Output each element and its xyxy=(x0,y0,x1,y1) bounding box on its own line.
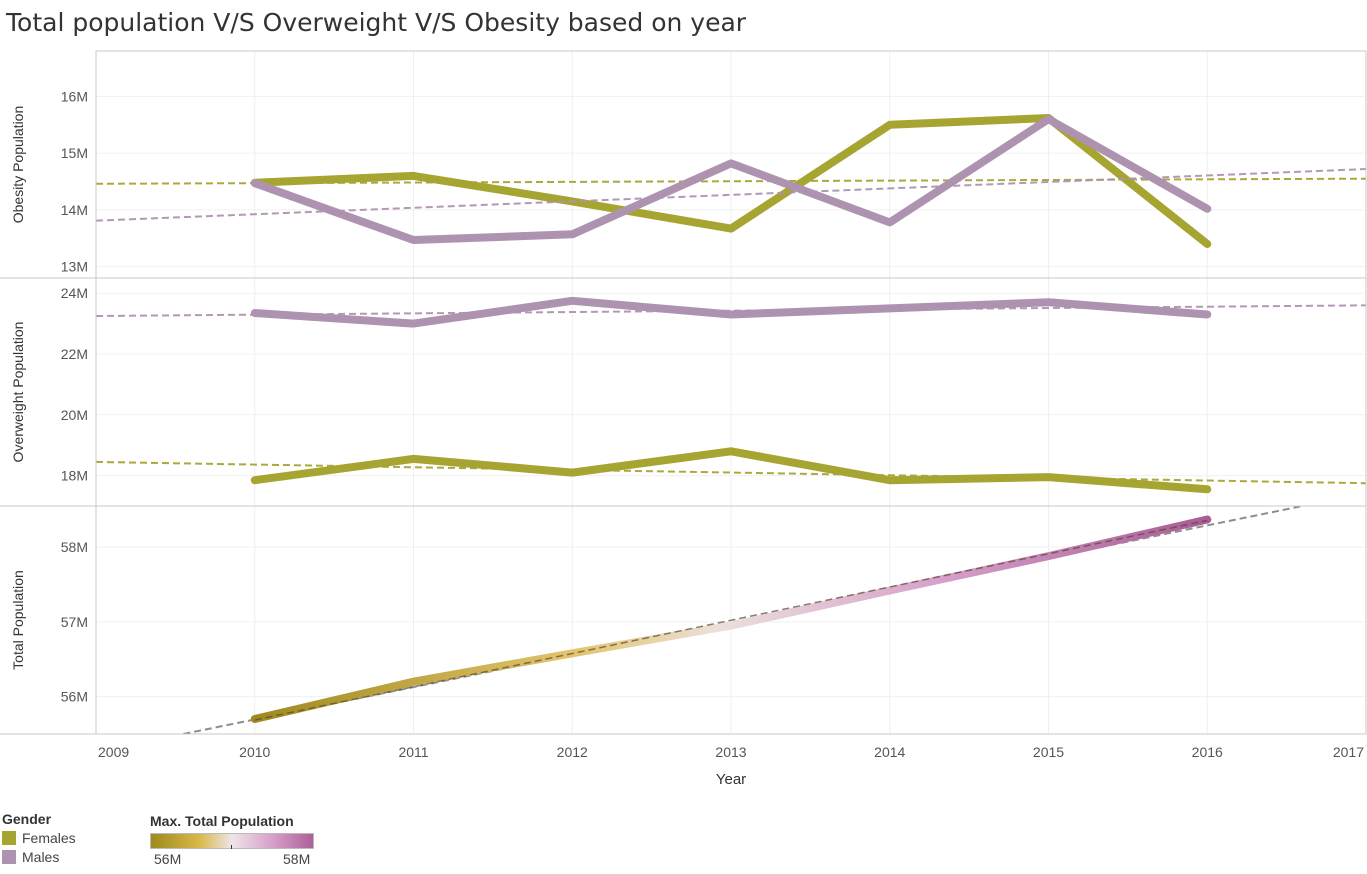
trend-line-total-inner xyxy=(254,519,1208,721)
data-point-overweight-males xyxy=(730,313,733,316)
data-point-obesity-males xyxy=(1047,118,1050,121)
x-tick-label: 2017 xyxy=(1333,744,1364,760)
legend-swatch-males xyxy=(2,850,16,864)
x-tick-label: 2010 xyxy=(239,744,270,760)
legend-label-females: Females xyxy=(22,830,76,846)
data-point-obesity-males xyxy=(888,221,891,224)
x-tick-label: 2013 xyxy=(715,744,746,760)
x-tick-label: 2014 xyxy=(874,744,905,760)
data-point-total-total xyxy=(888,589,891,592)
data-point-overweight-females xyxy=(571,471,574,474)
data-point-overweight-males xyxy=(571,299,574,302)
color-scale-min-label: 56M xyxy=(154,851,182,867)
chart-title: Total population V/S Overweight V/S Obes… xyxy=(6,8,747,37)
series-line-overweight-females xyxy=(250,447,1212,494)
data-point-obesity-males xyxy=(412,238,415,241)
series-line-total-total xyxy=(250,515,1212,723)
data-point-total-total xyxy=(1206,518,1209,521)
data-point-overweight-females xyxy=(888,479,891,482)
data-point-obesity-males xyxy=(730,162,733,165)
data-point-obesity-males xyxy=(253,182,256,185)
data-point-total-total xyxy=(1047,555,1050,558)
data-point-obesity-females xyxy=(730,227,733,230)
series-line-obesity-males xyxy=(250,115,1212,244)
y-tick-label: 16M xyxy=(61,88,88,104)
series-line-overweight-males xyxy=(250,296,1212,328)
legend-label-males: Males xyxy=(22,849,60,865)
data-point-overweight-males xyxy=(1206,313,1209,316)
data-point-overweight-females xyxy=(1206,488,1209,491)
x-axis-title: Year xyxy=(716,771,746,788)
panel-total: 56M 57M 58M Total Population xyxy=(10,505,1367,735)
y-axis-title: Overweight Population xyxy=(10,322,26,463)
data-point-obesity-females xyxy=(888,123,891,126)
y-axis-title: Obesity Population xyxy=(10,106,26,224)
panel-overweight: 18M 20M 22M 24M Overweight Population xyxy=(10,277,1367,507)
data-point-overweight-males xyxy=(888,307,891,310)
legend-item-males[interactable]: Males xyxy=(2,849,76,865)
panel-obesity: 13M 14M 15M 16M Obesity Population xyxy=(10,50,1367,279)
data-point-overweight-males xyxy=(1047,301,1050,304)
legend-gender-title: Gender xyxy=(2,811,52,827)
x-tick-label: 2009 xyxy=(98,744,129,760)
y-tick-label: 13M xyxy=(61,259,88,275)
y-axis-title: Total Population xyxy=(10,570,26,670)
data-point-obesity-females xyxy=(1206,242,1209,245)
y-tick-label: 24M xyxy=(61,285,88,301)
data-point-overweight-males xyxy=(412,322,415,325)
y-tick-label: 15M xyxy=(61,145,88,161)
y-tick-label: 57M xyxy=(61,614,88,630)
data-point-total-total xyxy=(253,718,256,721)
data-point-obesity-females xyxy=(412,174,415,177)
data-point-overweight-males xyxy=(253,311,256,314)
y-tick-label: 22M xyxy=(61,346,88,362)
color-scale-bar xyxy=(150,833,314,849)
data-point-overweight-females xyxy=(253,479,256,482)
y-tick-label: 20M xyxy=(61,407,88,423)
color-scale-max-label: 58M xyxy=(283,851,311,867)
data-point-total-total xyxy=(571,652,574,655)
chart-area: 13M 14M 15M 16M Obesity Population 18M 20M 22M 2… xyxy=(0,50,1367,788)
panel-total-plot xyxy=(96,506,1366,734)
y-tick-label: 58M xyxy=(61,539,88,555)
data-point-overweight-females xyxy=(412,457,415,460)
data-point-obesity-males xyxy=(1206,207,1209,210)
data-point-overweight-females xyxy=(730,450,733,453)
x-tick-label: 2011 xyxy=(398,744,428,760)
y-tick-label: 14M xyxy=(61,202,88,218)
legend-gender: Gender Females Males xyxy=(2,811,76,865)
trend-line-overweight-females xyxy=(96,460,1366,485)
panel-overweight-plot xyxy=(96,292,1366,494)
y-tick-label: 56M xyxy=(61,689,88,705)
data-point-obesity-males xyxy=(571,233,574,236)
legend-item-females[interactable]: Females xyxy=(2,830,76,846)
legend-color-scale: Max. Total Population 56M 58M xyxy=(150,813,320,867)
x-tick-label: 2015 xyxy=(1033,744,1064,760)
data-point-total-total xyxy=(730,624,733,627)
legend-color-title: Max. Total Population xyxy=(150,813,294,829)
x-tick-label: 2016 xyxy=(1192,744,1223,760)
x-tick-label: 2012 xyxy=(557,744,588,760)
y-tick-label: 18M xyxy=(61,468,88,484)
data-point-total-total xyxy=(412,680,415,683)
legend-swatch-females xyxy=(2,831,16,845)
panel-obesity-plot xyxy=(96,95,1366,268)
data-point-overweight-females xyxy=(1047,476,1050,479)
